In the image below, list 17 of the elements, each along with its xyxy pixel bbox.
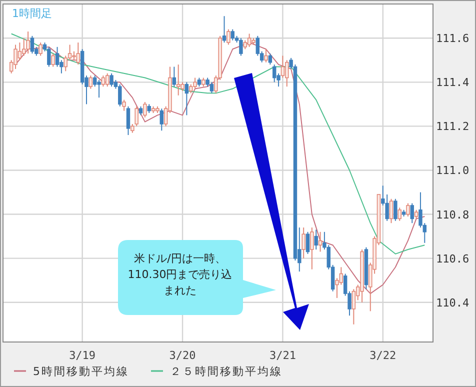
legend-label: 5時間移動平均線 (33, 365, 129, 378)
x-tick-label: 3/21 (269, 349, 296, 362)
annotation: 米ドル/円は一時、110.30円まで売り込まれた (118, 240, 276, 315)
x-tick-label: 3/19 (69, 349, 96, 362)
y-tick-label: 111.2 (436, 120, 470, 134)
annotation: 米ドル/円は一時、110.30円まで売り込まれた (128, 252, 232, 297)
legend-item: ２５時間移動平均線 (151, 365, 282, 378)
y-tick-label: 110.8 (436, 208, 470, 222)
chart-title: 1時間足 (12, 7, 52, 20)
y-tick-label: 110.4 (436, 296, 470, 310)
y-tick-label: 110.6 (436, 252, 470, 266)
y-tick-label: 111.4 (436, 76, 470, 90)
x-tick-label: 3/22 (370, 349, 396, 362)
legend-item: 5時間移動平均線 (14, 365, 129, 378)
x-tick-label: 3/20 (169, 349, 196, 362)
y-tick-label: 111.6 (436, 32, 470, 46)
y-tick-label: 111.0 (436, 164, 470, 178)
